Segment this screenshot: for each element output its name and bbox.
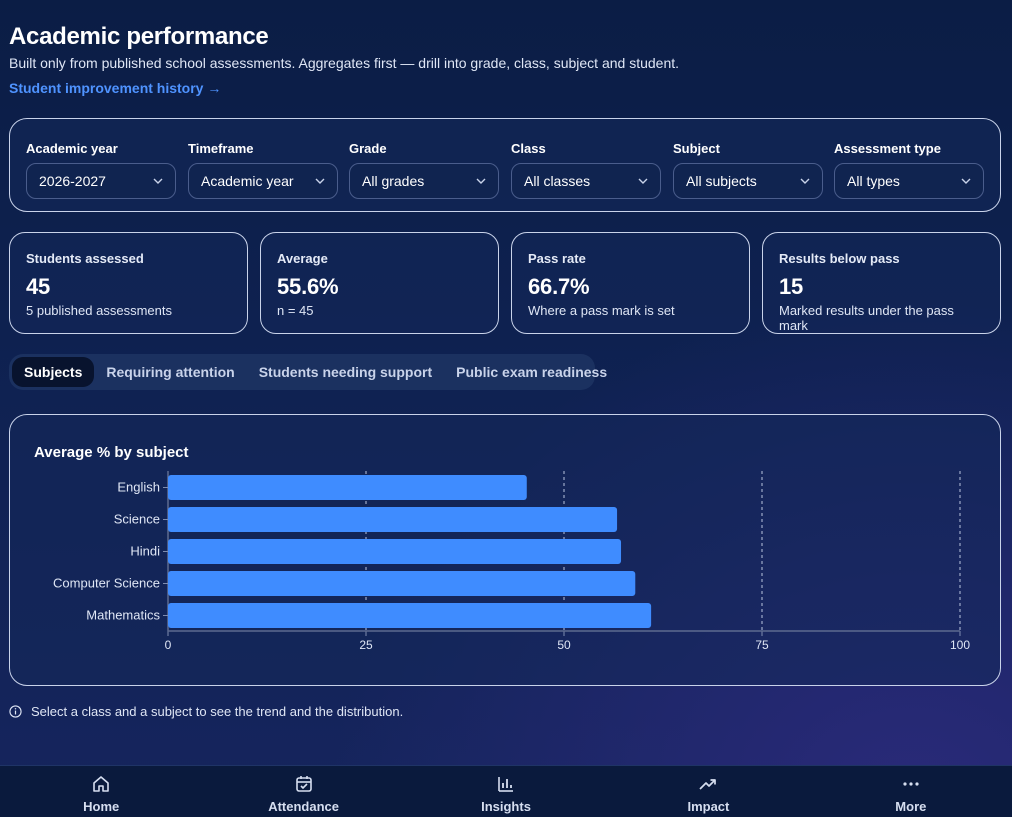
home-icon (93, 776, 110, 792)
info-icon (9, 705, 22, 718)
bar-mathematics[interactable] (168, 603, 652, 628)
filter-label: Academic year (26, 141, 118, 156)
nav-label: Home (83, 799, 120, 814)
filter-label: Grade (349, 141, 387, 156)
filter-label: Subject (673, 141, 720, 156)
tab-students-needing-support[interactable]: Students needing support (258, 364, 433, 380)
select-value: All classes (524, 173, 591, 189)
nav-impact[interactable]: Impact (607, 766, 809, 817)
tab-public-exam-readiness[interactable]: Public exam readiness (456, 364, 608, 380)
category-label: Mathematics (86, 608, 160, 623)
x-tick-label: 0 (165, 638, 172, 652)
select-value: Academic year (201, 173, 294, 189)
subject-select[interactable]: All subjects (673, 163, 823, 199)
chevron-down-icon (315, 178, 325, 184)
timeframe-select[interactable]: Academic year (188, 163, 338, 199)
filter-subject: Subject All subjects (673, 141, 823, 199)
x-tick-label: 50 (557, 638, 571, 652)
filter-class: Class All classes (511, 141, 661, 199)
x-tick-label: 75 (755, 638, 769, 652)
chevron-down-icon (153, 178, 163, 184)
nav-attendance[interactable]: Attendance (202, 766, 404, 817)
bar-computer-science[interactable] (168, 571, 636, 596)
nav-label: Impact (687, 799, 730, 814)
chevron-down-icon (476, 178, 486, 184)
subject-average-bar-chart: 0 25 50 75 100 English Science Hindi Computer Sc… (53, 471, 970, 652)
kpi-subtext: Where a pass mark is set (528, 303, 675, 318)
bar-chart-icon (498, 777, 514, 792)
x-tick-label: 25 (359, 638, 373, 652)
nav-label: More (895, 799, 927, 814)
bottom-nav: Home Attendance Insights Impact (0, 765, 1012, 817)
select-value: All subjects (686, 173, 757, 189)
kpi-subtext: n = 45 (277, 303, 314, 318)
hint-text: Select a class and a subject to see the … (31, 704, 404, 719)
assessment-type-select[interactable]: All types (834, 163, 984, 199)
tab-subjects[interactable]: Subjects (12, 357, 95, 387)
kpi-value: 66.7% (528, 274, 590, 299)
more-dots-icon (903, 782, 919, 786)
filter-label: Class (511, 141, 546, 156)
chevron-down-icon (638, 178, 648, 184)
kpi-label: Results below pass (779, 251, 900, 266)
kpi-results-below-pass: Results below pass 15 Marked results und… (762, 232, 1001, 334)
kpi-pass-rate: Pass rate 66.7% Where a pass mark is set (511, 232, 750, 334)
category-label: English (117, 480, 160, 495)
select-value: All types (847, 173, 900, 189)
trending-up-icon (699, 779, 717, 790)
page-subtitle: Built only from published school assessm… (9, 55, 680, 71)
chevron-down-icon (800, 178, 810, 184)
view-tabs: Subjects Requiring attention Students ne… (9, 354, 607, 390)
bar-science[interactable] (168, 507, 618, 532)
calendar-check-icon (295, 776, 312, 792)
chevron-down-icon (961, 178, 971, 184)
academic-year-select[interactable]: 2026-2027 (26, 163, 176, 199)
class-select[interactable]: All classes (511, 163, 661, 199)
student-improvement-history-link[interactable]: Student improvement history → (9, 80, 222, 96)
grade-select[interactable]: All grades (349, 163, 499, 199)
kpi-value: 55.6% (277, 274, 339, 299)
filter-label: Timeframe (188, 141, 254, 156)
kpi-subtext: 5 published assessments (26, 303, 172, 318)
category-label: Science (114, 512, 160, 527)
category-label: Hindi (130, 544, 160, 559)
filter-label: Assessment type (834, 141, 941, 156)
hint-text-row: Select a class and a subject to see the … (9, 704, 403, 719)
kpi-label: Students assessed (26, 251, 144, 266)
category-label: Computer Science (53, 576, 160, 591)
filter-grade: Grade All grades (349, 141, 499, 199)
kpi-average: Average 55.6% n = 45 (260, 232, 499, 334)
bar-hindi[interactable] (168, 539, 622, 564)
academic-performance-page: Academic performance Built only from pub… (9, 23, 1001, 719)
nav-label: Insights (481, 799, 531, 814)
kpi-label: Pass rate (528, 251, 586, 266)
filter-academic-year: Academic year 2026-2027 (26, 141, 176, 199)
select-value: All grades (362, 173, 425, 189)
x-tick-label: 100 (950, 638, 970, 652)
kpi-label: Average (277, 251, 328, 266)
kpi-value: 45 (26, 274, 51, 299)
nav-more[interactable]: More (810, 766, 1012, 817)
select-value: 2026-2027 (39, 173, 106, 189)
bar-english[interactable] (168, 475, 527, 500)
kpi-students-assessed: Students assessed 45 5 published assessm… (9, 232, 248, 334)
kpi-value: 15 (779, 274, 804, 299)
tab-requiring-attention[interactable]: Requiring attention (106, 364, 235, 380)
nav-insights[interactable]: Insights (405, 766, 607, 817)
kpi-subtext: Marked results under the pass mark (779, 303, 954, 333)
page-title: Academic performance (9, 23, 269, 50)
subject-average-chart-card: Average % by subject 0 25 50 75 100 English Sc… (9, 414, 1001, 686)
filters-panel: Academic year 2026-2027 Timeframe Academ… (9, 118, 1001, 212)
filter-assessment-type: Assessment type All types (834, 141, 984, 199)
nav-label: Attendance (268, 799, 339, 814)
nav-home[interactable]: Home (0, 766, 202, 817)
chart-title: Average % by subject (34, 444, 189, 461)
filter-timeframe: Timeframe Academic year (188, 141, 338, 199)
